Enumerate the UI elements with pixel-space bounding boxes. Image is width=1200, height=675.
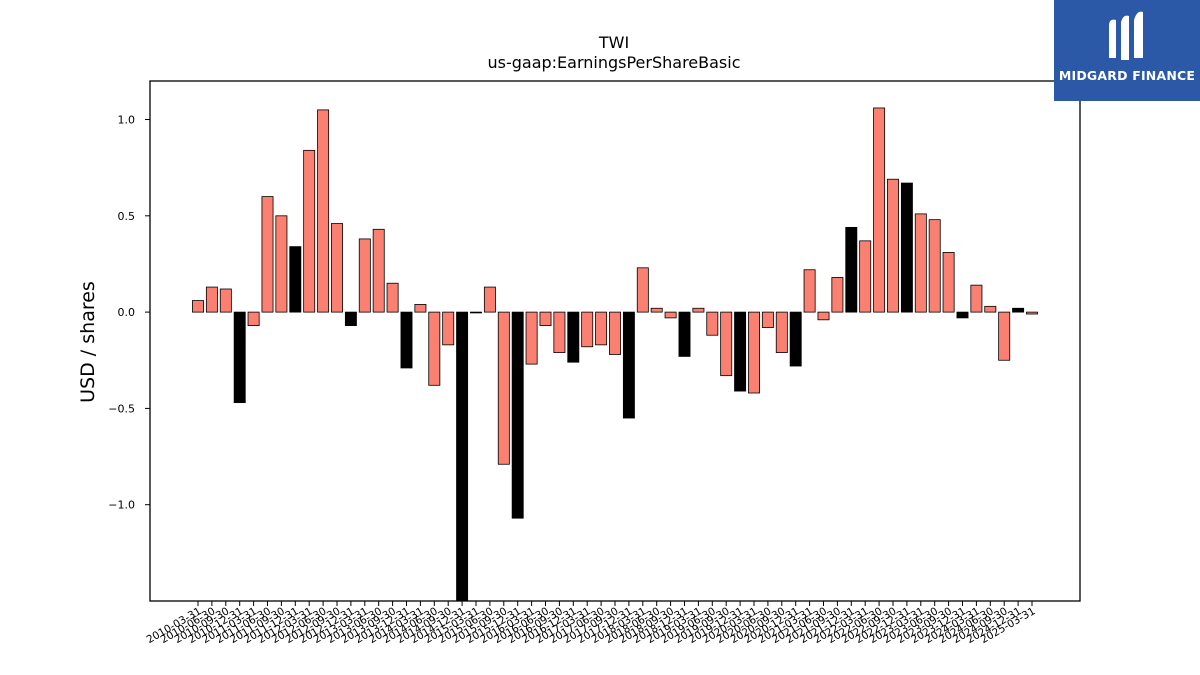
y-tick-label: 1.0 (118, 114, 136, 127)
bar-2015-03-31 (470, 311, 482, 314)
midgard-finance-logo: MIDGARD FINANCE (1054, 0, 1200, 101)
bar-2011-03-31 (247, 311, 260, 326)
bar-2012-12-31 (344, 311, 357, 326)
y-axis: 1.0 0.5 0.0 −0.5 −1.0 (108, 114, 150, 512)
bar-2016-06-30 (539, 311, 552, 326)
chart-title: TWI (598, 33, 629, 52)
bar-2025-03-31 (1026, 311, 1038, 315)
bar-2014-03-31 (414, 304, 427, 313)
y-axis-label: USD / shares (77, 281, 99, 403)
bar-2022-03-31 (859, 240, 872, 313)
bar-2024-03-31 (970, 284, 983, 313)
plot-frame (149, 80, 1081, 602)
bar-2014-06-30 (428, 311, 441, 386)
y-tick-label: −1.0 (108, 499, 135, 512)
bar-2024-06-30 (984, 305, 997, 313)
bar-2021-06-30 (817, 311, 830, 321)
bar-2010-12-31 (233, 311, 246, 404)
bar-2021-03-31 (803, 269, 816, 313)
y-tick-label: 0.5 (118, 210, 136, 223)
y-tick-label: 0.0 (118, 306, 136, 319)
bar-2019-12-31 (734, 311, 747, 392)
bar-2021-12-31 (845, 226, 858, 313)
bar-2017-09-30 (609, 311, 621, 355)
bar-2012-09-30 (331, 223, 343, 313)
bar-2015-09-30 (497, 311, 510, 465)
bar-2017-06-30 (595, 311, 608, 346)
bar-2020-06-30 (761, 311, 774, 328)
bar-2018-03-31 (636, 267, 649, 313)
bar-2016-03-31 (525, 311, 538, 365)
bar-2011-09-30 (275, 215, 288, 313)
bar-2013-12-31 (400, 311, 413, 369)
bar-2010-06-30 (205, 286, 218, 313)
bar-2010-09-30 (219, 288, 232, 313)
bar-2022-12-31 (900, 182, 913, 313)
bar-2020-03-31 (748, 311, 760, 394)
bar-2010-03-31 (192, 300, 204, 313)
bar-2018-12-31 (678, 311, 691, 357)
x-axis: 2010-03-312010-06-302010-09-302010-12-31… (145, 601, 1038, 646)
bar-2013-06-30 (372, 228, 385, 313)
bar-2011-06-30 (261, 196, 274, 313)
bars-group (192, 107, 1038, 601)
bar-2015-12-31 (511, 311, 524, 519)
bar-2020-12-31 (789, 311, 802, 367)
bar-2016-12-31 (567, 311, 580, 363)
bar-2024-12-31 (1012, 307, 1025, 313)
bar-2014-12-31 (456, 311, 469, 601)
bar-2020-09-30 (775, 311, 788, 353)
bar-2021-09-30 (831, 277, 844, 313)
bar-2023-06-30 (928, 219, 941, 313)
bar-2019-03-31 (692, 307, 705, 313)
bar-2023-09-30 (942, 252, 955, 313)
bar-2016-09-30 (553, 311, 566, 353)
bar-2023-03-31 (914, 213, 927, 313)
bar-2013-03-31 (358, 238, 371, 313)
chart-subtitle: us-gaap:EarningsPerShareBasic (487, 53, 740, 72)
bar-2012-03-31 (303, 149, 316, 313)
bar-2019-09-30 (720, 311, 733, 377)
bar-2013-09-30 (386, 282, 399, 313)
bar-2022-09-30 (887, 178, 899, 313)
logo-text: MIDGARD FINANCE (1058, 68, 1196, 83)
bar-2018-09-30 (664, 311, 677, 319)
bar-2023-12-31 (956, 311, 969, 319)
bar-2019-06-30 (706, 311, 719, 336)
bar-2015-06-30 (483, 286, 496, 313)
bar-2012-06-30 (317, 109, 330, 313)
bar-2014-09-30 (442, 311, 455, 346)
bar-2017-03-31 (581, 311, 594, 348)
bar-2011-12-31 (289, 246, 302, 313)
bar-2024-09-30 (998, 311, 1011, 361)
bar-2018-06-30 (650, 307, 663, 313)
bar-2017-12-31 (622, 311, 635, 419)
bar-2022-06-30 (873, 107, 886, 313)
y-tick-label: −0.5 (108, 402, 135, 415)
midgard-m-logo-icon (1109, 11, 1143, 61)
